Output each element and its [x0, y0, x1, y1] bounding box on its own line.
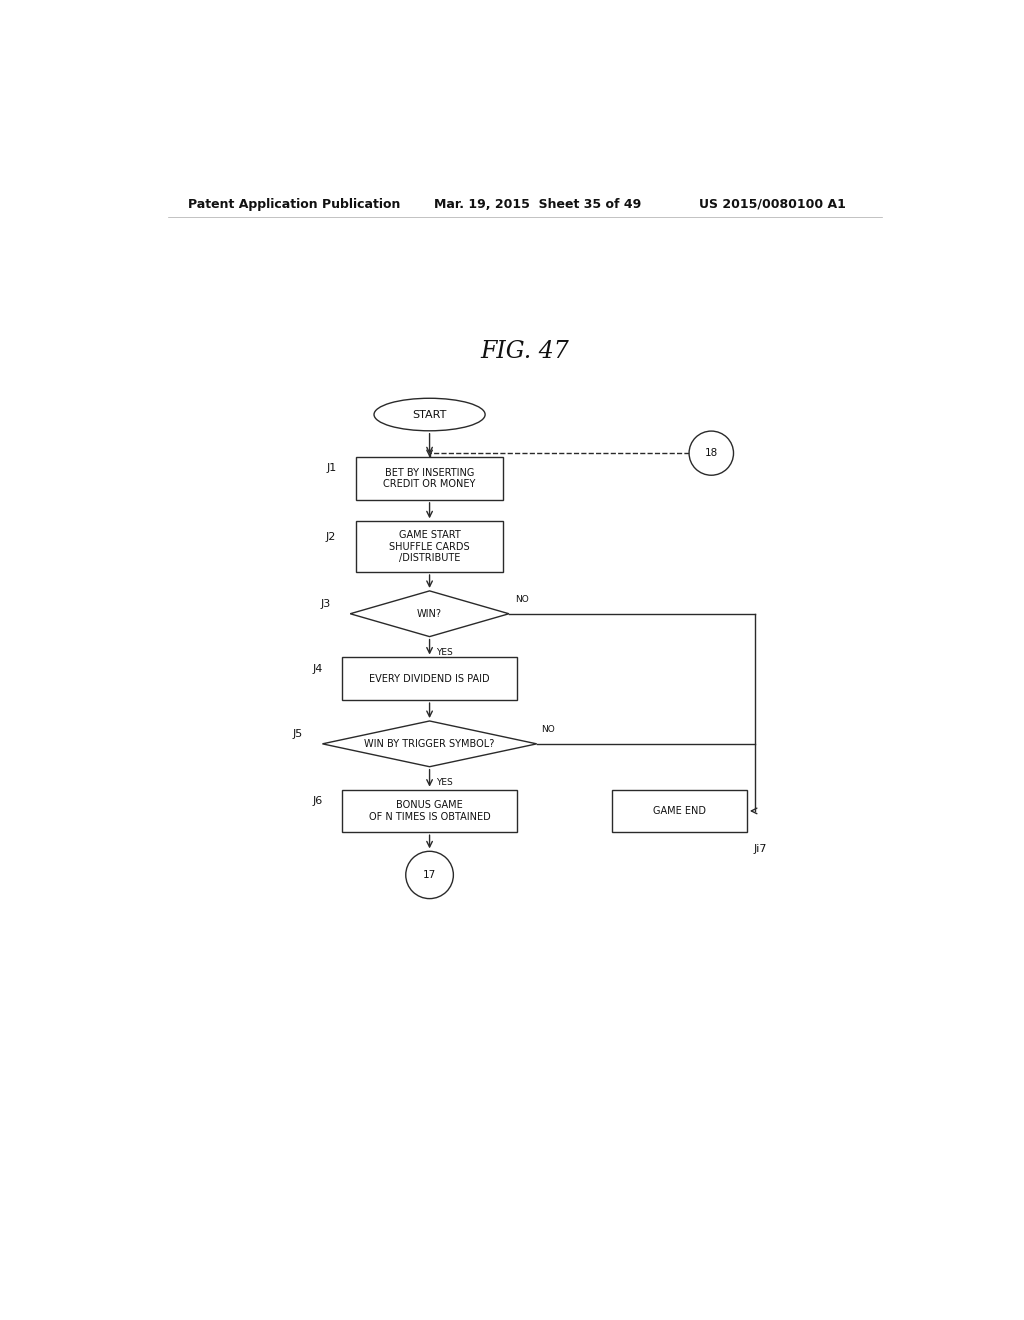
Text: GAME START
SHUFFLE CARDS
/DISTRIBUTE: GAME START SHUFFLE CARDS /DISTRIBUTE	[389, 531, 470, 564]
Text: GAME END: GAME END	[653, 807, 707, 816]
Text: YES: YES	[436, 779, 453, 788]
Text: WIN?: WIN?	[417, 609, 442, 619]
Ellipse shape	[689, 432, 733, 475]
Text: YES: YES	[436, 648, 453, 657]
Polygon shape	[350, 591, 509, 636]
Text: J2: J2	[326, 532, 336, 541]
Text: J5: J5	[292, 729, 303, 739]
Text: J4: J4	[312, 664, 323, 673]
FancyBboxPatch shape	[612, 789, 748, 833]
Text: FIG. 47: FIG. 47	[480, 341, 569, 363]
Text: J1: J1	[326, 463, 336, 474]
Text: BONUS GAME
OF N TIMES IS OBTAINED: BONUS GAME OF N TIMES IS OBTAINED	[369, 800, 490, 822]
Text: 18: 18	[705, 449, 718, 458]
Text: Mar. 19, 2015  Sheet 35 of 49: Mar. 19, 2015 Sheet 35 of 49	[433, 198, 641, 211]
Text: EVERY DIVIDEND IS PAID: EVERY DIVIDEND IS PAID	[370, 673, 489, 684]
Text: BET BY INSERTING
CREDIT OR MONEY: BET BY INSERTING CREDIT OR MONEY	[383, 467, 476, 490]
FancyBboxPatch shape	[356, 521, 503, 572]
Polygon shape	[323, 721, 537, 767]
Text: WIN BY TRIGGER SYMBOL?: WIN BY TRIGGER SYMBOL?	[365, 739, 495, 748]
Text: Patent Application Publication: Patent Application Publication	[187, 198, 400, 211]
Text: J6: J6	[312, 796, 323, 805]
Text: 17: 17	[423, 870, 436, 880]
Text: NO: NO	[542, 725, 555, 734]
FancyBboxPatch shape	[342, 657, 517, 700]
FancyBboxPatch shape	[356, 457, 503, 500]
Text: Ji7: Ji7	[754, 845, 767, 854]
Ellipse shape	[406, 851, 454, 899]
Text: NO: NO	[515, 595, 529, 605]
Text: J3: J3	[321, 599, 331, 609]
FancyBboxPatch shape	[342, 789, 517, 833]
Ellipse shape	[374, 399, 485, 430]
Text: US 2015/0080100 A1: US 2015/0080100 A1	[699, 198, 846, 211]
Text: START: START	[413, 409, 446, 420]
